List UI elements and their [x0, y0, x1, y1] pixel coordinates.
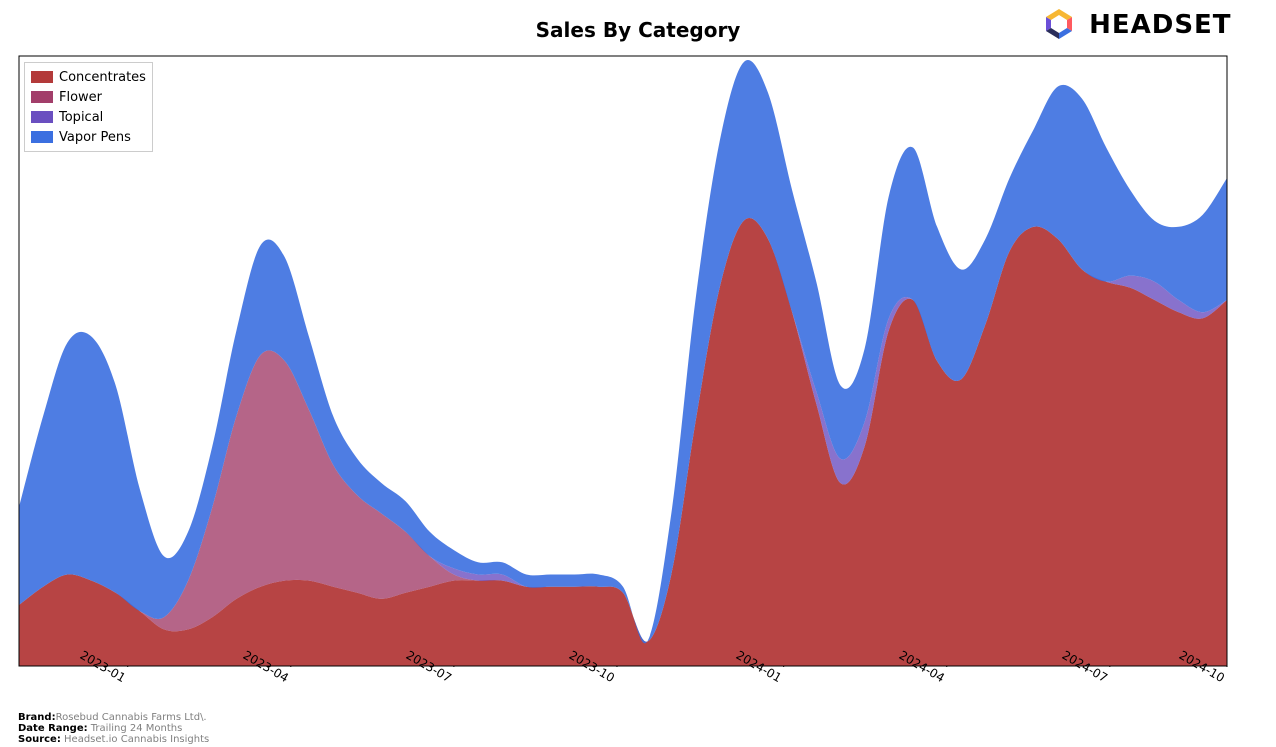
headset-logo: HEADSET [1040, 6, 1232, 44]
legend-label: Concentrates [59, 70, 146, 85]
legend-item: Vapor Pens [31, 127, 146, 147]
meta-line: Source: Headset.io Cannabis Insights [18, 734, 209, 745]
headset-logo-icon [1040, 6, 1078, 44]
meta-line: Brand:Rosebud Cannabis Farms Ltd\. [18, 712, 207, 723]
sales-by-category-chart [18, 55, 1228, 667]
legend-item: Flower [31, 87, 146, 107]
meta-line: Date Range: Trailing 24 Months [18, 723, 182, 734]
legend-label: Flower [59, 90, 102, 105]
legend-swatch [31, 131, 53, 143]
chart-legend: Concentrates Flower Topical Vapor Pens [24, 62, 153, 152]
legend-swatch [31, 111, 53, 123]
legend-item: Topical [31, 107, 146, 127]
headset-logo-text: HEADSET [1089, 10, 1231, 40]
legend-item: Concentrates [31, 67, 146, 87]
legend-label: Topical [59, 110, 103, 125]
legend-label: Vapor Pens [59, 130, 131, 145]
legend-swatch [31, 71, 53, 83]
legend-swatch [31, 91, 53, 103]
